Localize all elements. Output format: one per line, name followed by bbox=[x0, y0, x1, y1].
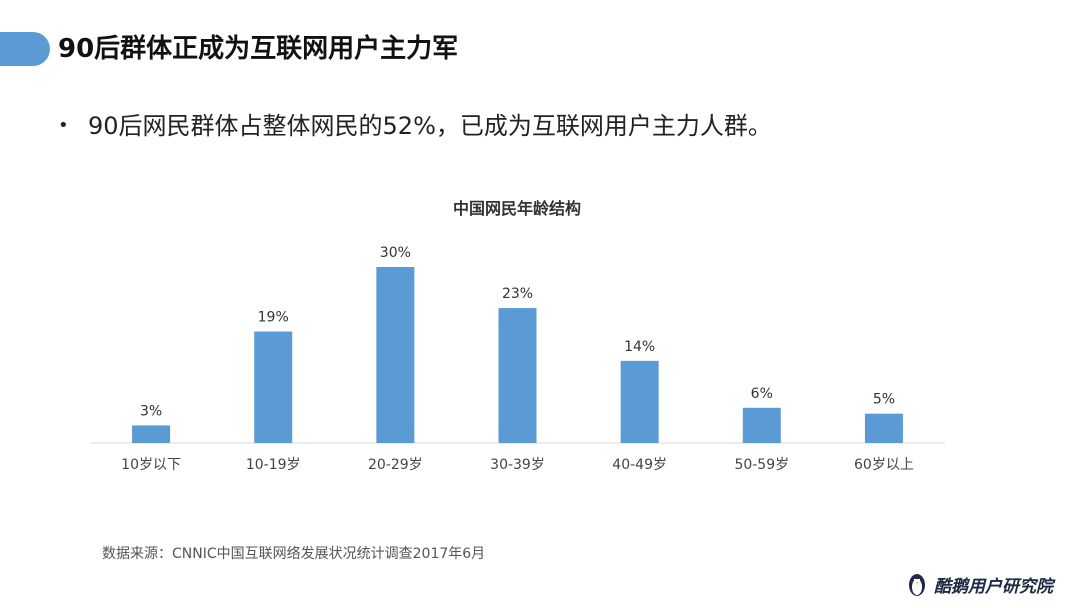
bar-0 bbox=[132, 425, 171, 443]
source-note: 数据来源：CNNIC中国互联网络发展状况统计调查2017年6月 bbox=[102, 546, 486, 562]
category-label: 40-49岁 bbox=[612, 457, 667, 473]
category-label: 60岁以上 bbox=[854, 457, 914, 473]
bar-value-label: 19% bbox=[258, 310, 289, 326]
bar-1 bbox=[254, 331, 293, 443]
bullet-symbol: • bbox=[58, 115, 69, 136]
bar-value-label: 23% bbox=[502, 286, 533, 302]
bar-3 bbox=[498, 308, 537, 443]
bar-value-label: 6% bbox=[751, 386, 773, 402]
bar-value-label: 3% bbox=[140, 403, 162, 419]
category-label: 20-29岁 bbox=[368, 457, 423, 473]
bar-2 bbox=[376, 267, 415, 443]
bullet-text: 90后网民群体占整体网民的52%，已成为互联网用户主力人群。 bbox=[88, 112, 772, 140]
bar-6 bbox=[864, 413, 903, 443]
chart-title: 中国网民年龄结构 bbox=[453, 199, 581, 218]
logo-text: 酷鹅用户研究院 bbox=[934, 576, 1053, 597]
category-label: 10岁以下 bbox=[121, 457, 181, 473]
bar-value-label: 30% bbox=[380, 245, 411, 261]
title-accent-bar bbox=[0, 32, 50, 66]
brand-logo: 酷鹅用户研究院 bbox=[904, 570, 1053, 598]
category-label: 10-19岁 bbox=[246, 457, 301, 473]
bar-5 bbox=[742, 407, 781, 443]
category-label: 50-59岁 bbox=[734, 457, 789, 473]
bar-value-label: 5% bbox=[873, 392, 895, 408]
bar-value-label: 14% bbox=[624, 339, 655, 355]
bar-4 bbox=[620, 360, 659, 443]
bars-group: 3% 10岁以下 19% 10-19岁 30% 20-29岁 23% 30-39岁 14% 40-… bbox=[121, 245, 914, 473]
penguin-logo-icon bbox=[909, 574, 925, 596]
bullet-point: • 90后网民群体占整体网民的52%，已成为互联网用户主力人群。 bbox=[58, 106, 772, 146]
category-label: 30-39岁 bbox=[490, 457, 545, 473]
page-title: 90后群体正成为互联网用户主力军 bbox=[58, 34, 459, 64]
